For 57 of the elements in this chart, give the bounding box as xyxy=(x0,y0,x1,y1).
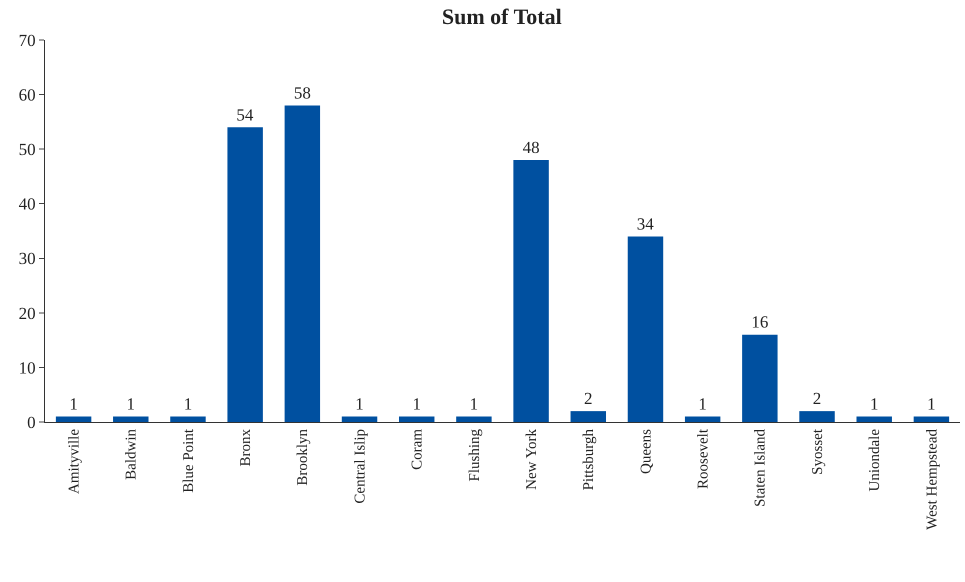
x-tick-label: Roosevelt xyxy=(696,428,712,489)
bar xyxy=(342,416,378,422)
data-label: 48 xyxy=(522,138,540,158)
bar xyxy=(56,416,92,422)
x-tick-label: West Hempstead xyxy=(924,428,940,530)
data-label: 1 xyxy=(355,394,364,414)
data-label: 2 xyxy=(584,389,593,408)
chart-title: Sum of Total xyxy=(442,4,562,30)
y-tick-label: 0 xyxy=(27,412,36,432)
bar xyxy=(856,416,892,422)
data-label: 1 xyxy=(126,394,136,414)
x-tick-label: Flushing xyxy=(466,428,483,482)
data-label: 1 xyxy=(412,394,421,414)
data-label: 54 xyxy=(236,105,254,124)
bar xyxy=(398,416,434,422)
x-tick-label: New York xyxy=(524,428,540,490)
x-tick-label: Staten Island xyxy=(752,428,769,507)
y-tick-label: 50 xyxy=(18,140,36,160)
x-tick-label: Amityville xyxy=(66,428,82,494)
data-label: 2 xyxy=(812,389,822,408)
y-tick-label: 10 xyxy=(18,358,36,378)
data-label: 1 xyxy=(470,394,478,414)
x-tick-label: Blue Point xyxy=(180,428,197,493)
data-label: 1 xyxy=(698,394,707,414)
x-tick-label: Coram xyxy=(410,428,426,470)
bar xyxy=(914,416,950,422)
x-tick-label: Uniondale xyxy=(867,428,884,492)
bar xyxy=(742,334,778,422)
y-tick-label: 20 xyxy=(18,304,36,323)
y-tick-label: 70 xyxy=(18,30,36,50)
bar xyxy=(456,416,492,422)
bar xyxy=(284,105,320,422)
y-tick-label: 30 xyxy=(18,249,36,268)
bar xyxy=(170,416,206,422)
y-tick-label: 60 xyxy=(18,86,36,105)
bar xyxy=(513,160,549,422)
x-tick-label: Pittsburgh xyxy=(581,428,598,490)
data-label: 1 xyxy=(927,394,936,414)
x-tick-label: Syosset xyxy=(810,428,826,475)
data-label: 16 xyxy=(751,312,768,332)
data-label: 58 xyxy=(294,83,311,102)
x-tick-label: Queens xyxy=(638,428,654,474)
bar xyxy=(113,416,149,422)
bar xyxy=(684,416,720,422)
data-label: 1 xyxy=(870,394,878,414)
bar xyxy=(628,236,664,422)
data-label: 34 xyxy=(636,214,654,234)
x-tick-label: Baldwin xyxy=(124,428,140,480)
x-tick-label: Brooklyn xyxy=(295,428,312,486)
y-tick-label: 40 xyxy=(18,194,36,214)
data-label: 1 xyxy=(69,394,78,414)
bar xyxy=(570,411,606,422)
data-label: 1 xyxy=(184,394,192,414)
bar xyxy=(799,411,835,422)
x-tick-label: Bronx xyxy=(238,428,254,466)
bar xyxy=(227,127,263,422)
x-tick-label: Central Islip xyxy=(352,429,368,504)
